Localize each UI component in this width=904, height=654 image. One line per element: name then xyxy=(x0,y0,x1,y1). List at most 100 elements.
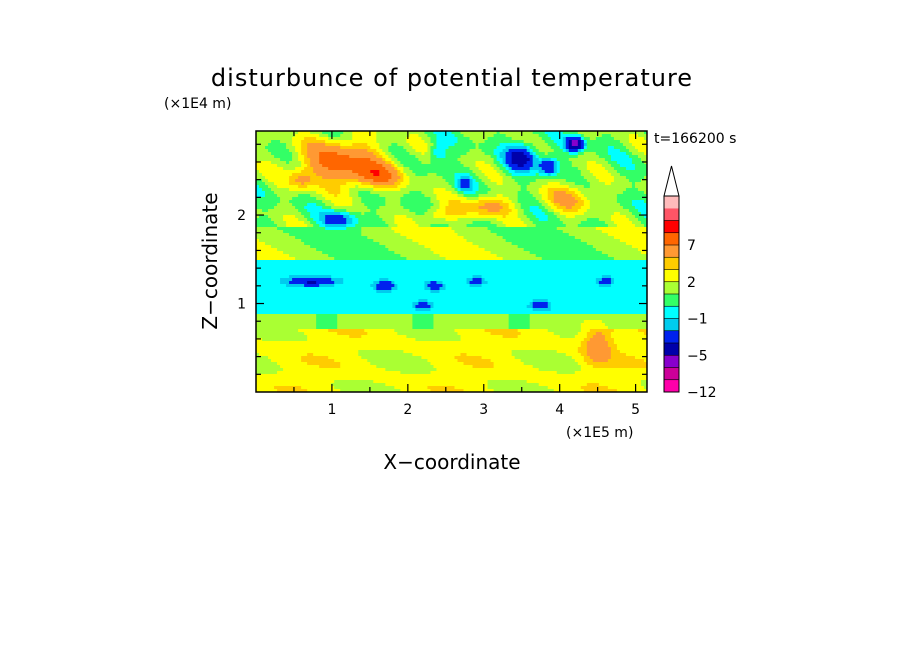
heatmap-cell xyxy=(256,221,275,225)
heatmap-cell xyxy=(445,206,479,210)
heatmap-cell xyxy=(364,176,392,180)
heatmap-cell xyxy=(511,350,558,354)
heatmap-cell xyxy=(643,152,647,156)
heatmap-cell xyxy=(385,158,392,162)
heatmap-cell xyxy=(394,386,428,390)
heatmap-cell xyxy=(436,209,446,213)
heatmap-cell xyxy=(517,200,540,204)
heatmap-cell xyxy=(307,218,314,222)
heatmap-cell xyxy=(256,320,317,324)
heatmap-cell xyxy=(589,203,621,207)
heatmap-cell xyxy=(577,131,645,135)
heatmap-cell xyxy=(391,287,398,291)
heatmap-cell xyxy=(511,200,519,204)
heatmap-cell xyxy=(448,146,476,150)
heatmap-cell xyxy=(481,278,485,282)
heatmap-cell xyxy=(367,359,428,363)
heatmap-cell xyxy=(640,380,647,384)
heatmap-cell xyxy=(277,248,317,252)
heatmap-cell xyxy=(451,191,458,195)
heatmap-cell xyxy=(313,353,359,357)
heatmap-cell xyxy=(454,329,485,333)
heatmap-cell xyxy=(610,335,647,339)
heatmap-cell xyxy=(529,302,534,306)
heatmap-cell xyxy=(409,191,422,195)
heatmap-cell xyxy=(544,212,555,216)
heatmap-cell xyxy=(613,341,647,345)
heatmap-cell xyxy=(532,158,540,162)
heatmap-cell xyxy=(367,206,380,210)
heatmap-cell xyxy=(583,338,591,342)
heatmap-cell xyxy=(547,188,570,192)
heatmap-cell xyxy=(541,137,552,141)
heatmap-cell xyxy=(508,167,513,171)
heatmap-cell xyxy=(433,152,446,156)
heatmap-cell xyxy=(628,149,639,153)
heatmap-cell xyxy=(580,143,585,147)
heatmap-cell xyxy=(544,206,552,210)
heatmap-cell xyxy=(346,224,356,228)
heatmap-cell xyxy=(256,149,269,153)
heatmap-cell xyxy=(310,161,320,165)
heatmap-cell xyxy=(541,203,549,207)
heatmap-cell xyxy=(256,278,281,282)
heatmap-cell xyxy=(532,131,546,135)
heatmap-cell xyxy=(256,194,266,198)
heatmap-cell xyxy=(478,146,498,150)
heatmap-cell xyxy=(256,203,278,207)
heatmap-cell xyxy=(571,140,579,144)
heatmap-cell xyxy=(400,188,434,192)
heatmap-cell xyxy=(256,284,287,288)
heatmap-cell xyxy=(358,194,380,198)
heatmap-cell xyxy=(577,149,582,153)
heatmap-cell xyxy=(466,152,485,156)
heatmap-cell xyxy=(517,182,531,186)
heatmap-cell xyxy=(502,257,543,261)
heatmap-cell xyxy=(559,212,585,216)
heatmap-cell xyxy=(607,233,647,237)
heatmap-cell xyxy=(436,194,458,198)
heatmap-cell xyxy=(613,212,621,216)
heatmap-cell xyxy=(565,215,576,219)
heatmap-cell xyxy=(526,188,540,192)
heatmap-cell xyxy=(433,323,510,327)
heatmap-cell xyxy=(409,176,443,180)
heatmap-cell xyxy=(271,152,293,156)
heatmap-cell xyxy=(256,356,269,360)
heatmap-cell xyxy=(352,170,371,174)
heatmap-cell xyxy=(640,383,647,387)
heatmap-cell xyxy=(277,227,326,231)
heatmap-cell xyxy=(304,182,347,186)
heatmap-cell xyxy=(319,224,326,228)
heatmap-cell xyxy=(280,158,293,162)
heatmap-cell xyxy=(502,194,519,198)
colorbar-swatch xyxy=(664,355,679,368)
heatmap-cell xyxy=(634,146,647,150)
heatmap-cell xyxy=(373,185,398,189)
heatmap-cell xyxy=(526,224,537,228)
heatmap-cell xyxy=(643,200,647,204)
heatmap-cell xyxy=(346,209,371,213)
heatmap-cell xyxy=(400,371,431,375)
heatmap-cell xyxy=(631,161,645,165)
heatmap-cell xyxy=(565,146,570,150)
heatmap-cell xyxy=(607,170,618,174)
heatmap-cell xyxy=(262,173,293,177)
heatmap-cell xyxy=(256,311,647,315)
heatmap-cell xyxy=(493,365,534,369)
heatmap-cell xyxy=(433,326,510,330)
heatmap-cell xyxy=(556,215,567,219)
heatmap-cell xyxy=(529,152,534,156)
heatmap-cell xyxy=(589,329,615,333)
heatmap-cell xyxy=(403,164,464,168)
heatmap-cell xyxy=(607,344,618,348)
heatmap-cell xyxy=(487,137,513,141)
heatmap-cell xyxy=(433,314,510,318)
heatmap-cell xyxy=(394,218,413,222)
heatmap-cell xyxy=(307,281,317,285)
heatmap-cell xyxy=(619,239,647,243)
heatmap-cell xyxy=(451,131,461,135)
heatmap-cell xyxy=(286,284,305,288)
heatmap-cell xyxy=(454,230,491,234)
heatmap-cell xyxy=(421,137,431,141)
